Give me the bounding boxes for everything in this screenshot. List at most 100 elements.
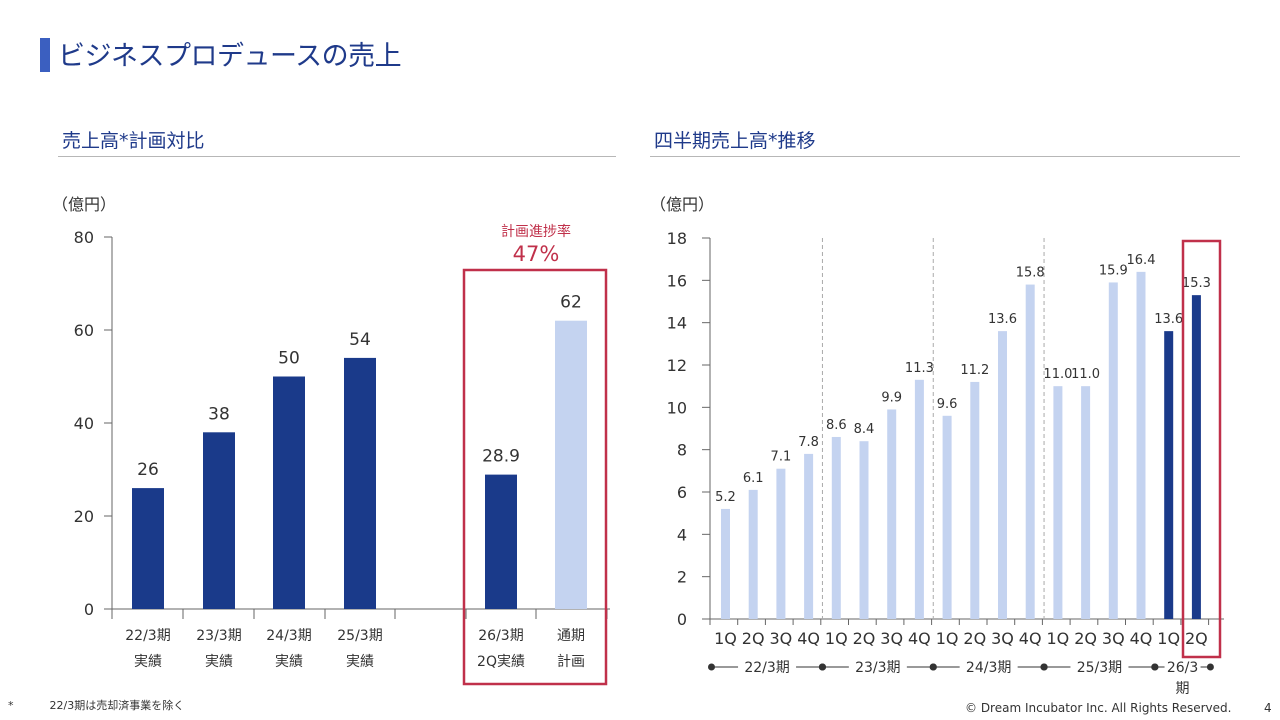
left-y-unit: （億円） (52, 195, 116, 214)
page-title: ビジネスプロデュースの売上 (58, 41, 402, 72)
right-title-divider (650, 156, 1240, 157)
left-y-tick-label: 40 (74, 414, 94, 433)
right-y-tick-label: 4 (677, 525, 687, 544)
progress-rate-label: 計画進捗率 (501, 223, 571, 240)
left-y-tick-label: 80 (74, 228, 94, 247)
right-quarter-label: 1Q (1157, 629, 1180, 648)
right-y-tick-label: 18 (667, 229, 687, 248)
right-bar (776, 468, 786, 619)
right-bar-value-label: 15.9 (1099, 263, 1128, 278)
footnote-mark: * (8, 699, 14, 712)
right-quarter-label: 2Q (1074, 629, 1097, 648)
right-period-bracket-dot (1151, 663, 1159, 671)
right-y-tick-label: 16 (667, 271, 687, 290)
left-bar (485, 474, 517, 609)
right-bar (942, 415, 952, 619)
left-category-label: 26/3期 (478, 628, 523, 644)
left-category-label: 25/3期 (337, 628, 382, 644)
left-bar (555, 320, 587, 609)
right-bar-value-label: 9.6 (937, 397, 958, 412)
left-bar (132, 488, 164, 609)
left-title-divider (58, 156, 616, 157)
right-bar-value-label: 15.3 (1182, 276, 1211, 291)
right-bar (831, 436, 841, 619)
title-accent-bar (40, 38, 50, 72)
right-chart: （億円） 0 2 4 6 8 10 12 14 16 18 5.2 1Q 6.1 2Q 7.1 3Q 7.8 4Q 8… (650, 195, 1224, 697)
left-y-tick-label: 60 (74, 321, 94, 340)
right-bar (1108, 282, 1118, 619)
right-period-label: 期 (1176, 681, 1190, 697)
right-bar-value-label: 7.8 (798, 435, 819, 450)
right-bar-value-label: 9.9 (881, 390, 902, 405)
left-category-label: 実績 (346, 654, 374, 670)
right-quarter-label: 1Q (825, 629, 848, 648)
left-category-label: 2Q実績 (477, 654, 525, 670)
right-period-label: 25/3期 (1077, 660, 1122, 676)
right-bar (1136, 271, 1146, 619)
right-quarter-label: 3Q (1102, 629, 1125, 648)
left-category-label: 実績 (275, 654, 303, 670)
left-category-label: 通期 (557, 628, 585, 644)
right-quarter-label: 2Q (742, 629, 765, 648)
right-period-bracket-dot (708, 663, 715, 671)
left-bar (273, 376, 305, 609)
right-bar (859, 441, 869, 619)
right-bar-value-label: 8.4 (854, 422, 875, 437)
right-bar-value-label: 11.0 (1043, 367, 1072, 382)
right-quarter-label: 3Q (770, 629, 793, 648)
right-quarter-label: 4Q (908, 629, 931, 648)
right-bar-value-label: 11.2 (960, 363, 989, 378)
right-bar-value-label: 13.6 (988, 312, 1017, 327)
left-bar (344, 357, 376, 609)
footnote: * 22/3期は売却済事業を除く (8, 697, 184, 713)
right-bar-value-label: 11.3 (905, 361, 934, 376)
right-bar (1025, 284, 1035, 619)
right-bar (998, 331, 1007, 619)
progress-rate-value: 47% (513, 242, 560, 266)
right-bar (721, 508, 730, 619)
right-period-label-bg (959, 658, 1018, 676)
right-period-label: 26/3 (1167, 660, 1198, 676)
right-bar-value-label: 6.1 (743, 471, 764, 486)
left-y-tick-label: 20 (74, 507, 94, 526)
right-y-tick-label: 12 (667, 356, 687, 375)
right-period-bracket-dot (929, 663, 937, 671)
right-bar (1191, 295, 1201, 619)
right-period-label: 22/3期 (744, 660, 789, 676)
right-quarter-label: 2Q (853, 629, 876, 648)
right-bar-value-label: 5.2 (715, 490, 736, 505)
right-chart-title: 四半期売上高*推移 (654, 130, 816, 152)
right-bar-value-label: 15.8 (1016, 266, 1045, 281)
right-bar (1081, 386, 1091, 619)
right-quarter-label: 1Q (714, 629, 737, 648)
right-period-bracket-dot (818, 663, 826, 671)
right-quarter-label: 2Q (1185, 629, 1208, 648)
right-bar (887, 409, 897, 619)
right-bar-value-label: 13.6 (1154, 312, 1183, 327)
right-bar-value-label: 11.0 (1071, 367, 1100, 382)
left-y-tick-label: 0 (84, 600, 94, 619)
left-category-label: 計画 (557, 654, 585, 670)
right-quarter-label: 2Q (963, 629, 986, 648)
left-category-label: 22/3期 (125, 628, 170, 644)
right-quarter-label: 4Q (1019, 629, 1042, 648)
right-y-tick-label: 0 (677, 610, 687, 629)
right-bar (970, 381, 980, 619)
right-bar (914, 379, 924, 619)
right-quarter-label: 4Q (1130, 629, 1153, 648)
left-bar-value-label: 26 (137, 460, 159, 480)
right-y-tick-label: 14 (667, 314, 687, 333)
right-bar (748, 489, 758, 619)
right-period-label: 24/3期 (966, 660, 1011, 676)
right-bar-value-label: 8.6 (826, 418, 847, 433)
left-bar-value-label: 28.9 (482, 447, 520, 467)
left-category-label: 23/3期 (196, 628, 241, 644)
right-period-bracket-dot (1206, 663, 1214, 671)
right-quarter-label: 4Q (797, 629, 820, 648)
page-number: 4 (1264, 701, 1272, 715)
right-y-unit: （億円） (650, 195, 714, 214)
left-bar-value-label: 62 (560, 293, 582, 313)
right-quarter-label: 3Q (880, 629, 903, 648)
right-period-bracket-dot (1040, 663, 1048, 671)
right-period-label-bg (848, 658, 907, 676)
